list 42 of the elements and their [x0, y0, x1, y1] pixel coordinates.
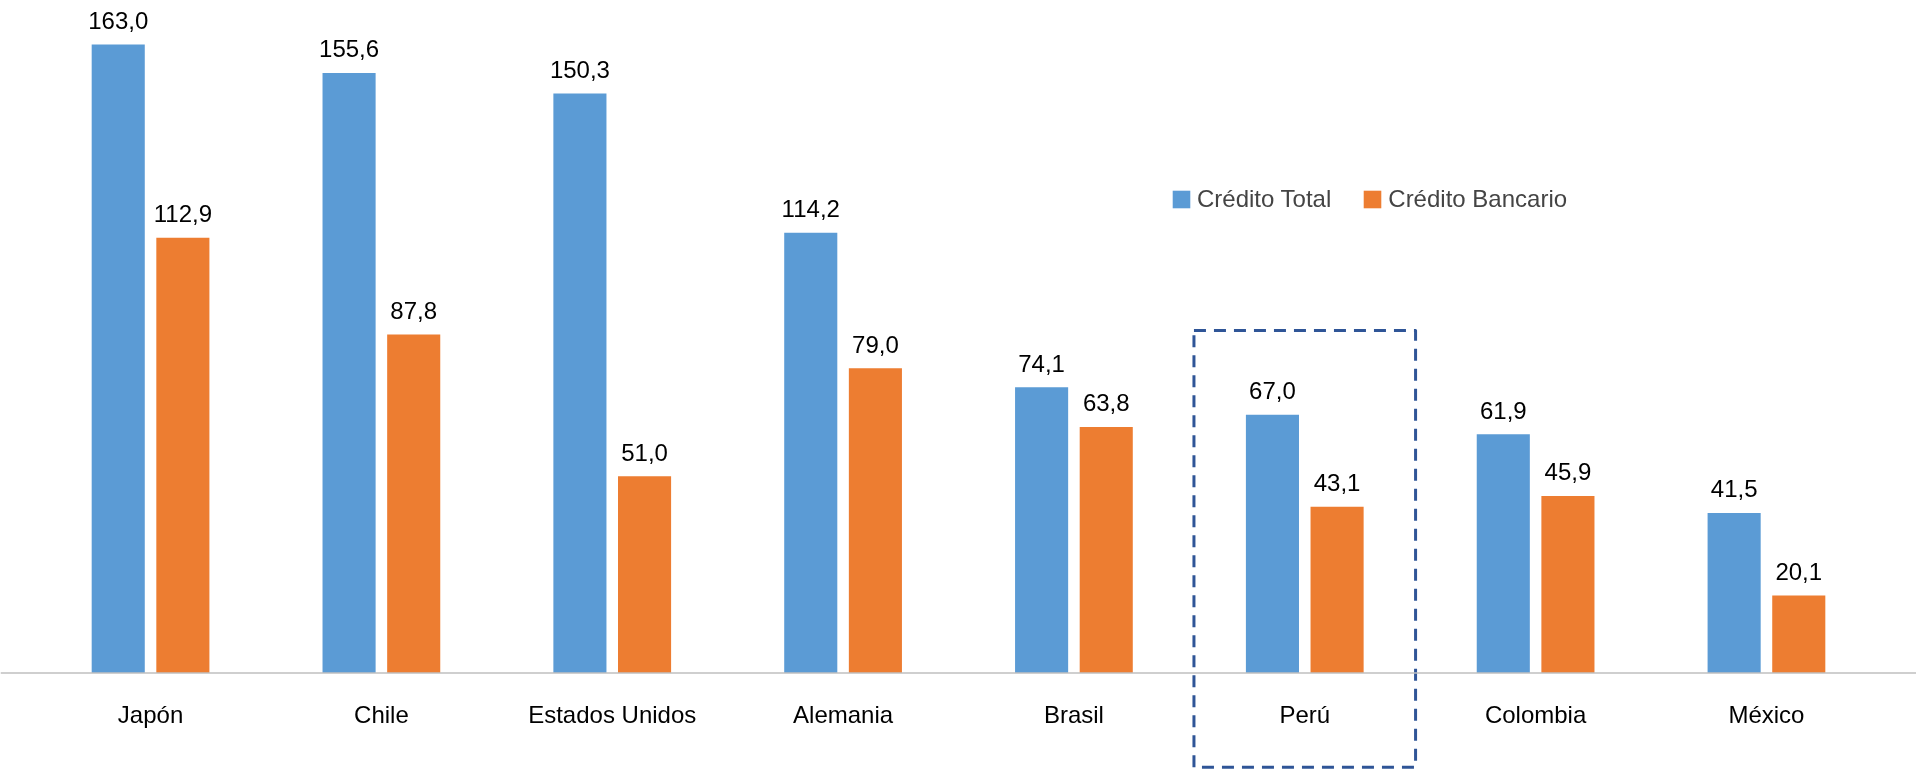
bar: [784, 232, 838, 673]
data-label: 79,0: [852, 330, 899, 358]
x-tick-label: Chile: [354, 701, 409, 729]
data-label: 112,9: [153, 199, 213, 227]
x-tick-label: Colombia: [1484, 701, 1587, 729]
bar: [1079, 426, 1133, 673]
data-label: 41,5: [1710, 475, 1758, 503]
data-label: 67,0: [1249, 376, 1296, 404]
data-label: 155,6: [319, 35, 380, 63]
data-label: 51,0: [621, 438, 668, 466]
data-label: 74,1: [1018, 349, 1065, 377]
bar: [322, 73, 376, 673]
data-label: 163,0: [88, 6, 149, 34]
x-tick-label: Estados Unidos: [528, 701, 697, 729]
bar: [156, 237, 210, 673]
legend-label: Crédito Total: [1197, 185, 1332, 213]
bar: [91, 44, 145, 673]
legend-label: Crédito Bancario: [1388, 185, 1568, 213]
data-label: 87,8: [390, 296, 438, 324]
bar: [1015, 387, 1069, 673]
x-tick-label: Perú: [1279, 701, 1331, 729]
bar: [848, 368, 902, 673]
bar: [387, 334, 441, 673]
x-tick-label: Japón: [117, 701, 184, 729]
bar: [1772, 595, 1826, 673]
bar: [1541, 495, 1595, 673]
bar: [1476, 434, 1530, 673]
bar: [1707, 512, 1761, 673]
bar: [1310, 506, 1364, 673]
bar: [618, 476, 672, 673]
data-label: 20,1: [1775, 557, 1823, 585]
x-tick-label: México: [1728, 701, 1805, 729]
x-tick-label: Alemania: [793, 701, 894, 729]
bar: [553, 93, 607, 673]
data-label: 150,3: [549, 55, 610, 83]
data-label: 61,9: [1479, 396, 1527, 424]
bar: [1245, 414, 1299, 673]
data-label: 114,2: [781, 194, 840, 222]
data-label: 63,8: [1082, 389, 1130, 417]
data-label: 43,1: [1313, 469, 1361, 497]
data-label: 45,9: [1544, 458, 1592, 486]
x-tick-label: Brasil: [1043, 701, 1104, 729]
